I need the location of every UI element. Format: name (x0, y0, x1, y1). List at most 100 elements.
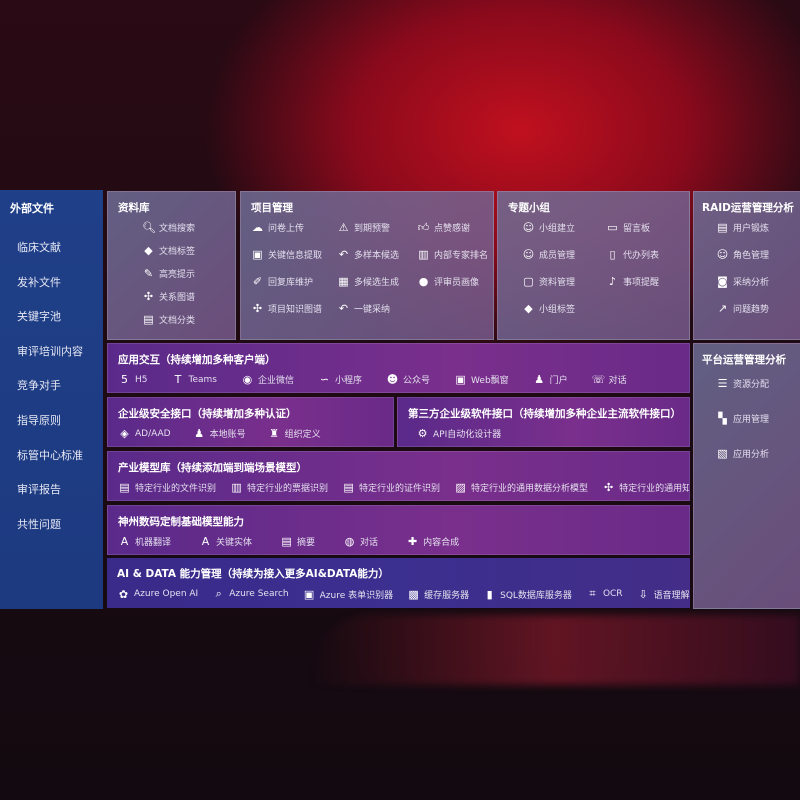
menu-item-interaction[interactable]: ☏ 对话 (592, 373, 627, 386)
menu-item-security[interactable]: ♟ 本地账号 (193, 427, 245, 440)
doc-search-icon: 🔍︎ (142, 221, 156, 234)
menu-item-interaction[interactable]: 5 H5 (118, 373, 148, 386)
menu-item-aidata[interactable]: ⌕ Azure Search (212, 587, 289, 601)
menu-item-industry[interactable]: ▤ 特定行业的证件识别 (342, 481, 440, 494)
menu-item-base[interactable]: ◍ 对话 (343, 535, 378, 548)
pen-icon: ✎ (143, 267, 154, 280)
menu-item-project[interactable]: ↶ 多样本候选 (337, 248, 417, 261)
sql-icon: ▮ (486, 587, 493, 601)
menu-item-group[interactable]: ▢ 资料管理 (522, 275, 606, 288)
menu-item-base[interactable]: ▤ 摘要 (280, 535, 315, 548)
menu-item-project[interactable]: ✐ 回复库维护 (251, 275, 337, 288)
item-label: 评审员画像 (434, 278, 480, 288)
sidebar-item[interactable]: 临床文献 (17, 241, 61, 254)
menu-item-raid[interactable]: ☺ 角色管理 (716, 248, 792, 261)
menu-item-raid[interactable]: ↗ 问题趋势 (716, 302, 792, 315)
menu-item-project[interactable]: ▣ 关键信息提取 (251, 248, 337, 261)
menu-item-project[interactable]: ⚠ 到期预警 (337, 221, 417, 234)
menu-item-industry[interactable]: ▥ 特定行业的票据识别 (230, 481, 328, 494)
bell-icon: ♪ (608, 275, 617, 288)
sidebar-item[interactable]: 关键字池 (17, 310, 61, 324)
menu-item-group[interactable]: ♪ 事项提醒 (606, 275, 686, 288)
item-label: Web飘窗 (471, 376, 509, 386)
menu-item-aidata[interactable]: ▮ SQL数据库服务器 (483, 588, 572, 601)
menu-item-interaction[interactable]: ♟ 门户 (533, 373, 567, 386)
menu-item-library[interactable]: ✎ 高亮提示 (142, 267, 225, 280)
item-label: 内容合成 (423, 538, 460, 548)
menu-item-aidata[interactable]: ✿ Azure Open AI (117, 588, 198, 601)
menu-item-aidata[interactable]: ▩ 缓存服务器 (407, 588, 469, 601)
menu-item-aidata[interactable]: ▣ Azure 表单识别器 (303, 587, 393, 601)
menu-item-interaction[interactable]: ◉ 企业微信 (241, 373, 294, 386)
org-icon: ♜ (269, 427, 280, 440)
form-icon: ▣ (303, 587, 315, 601)
item-label: 公众号 (403, 376, 431, 386)
menu-item-base[interactable]: A 机器翻译 (118, 535, 171, 548)
menu-item-group[interactable]: ◆ 小组标签 (522, 302, 606, 315)
menu-item-security[interactable]: ◈ AD/AAD (118, 427, 170, 440)
panel-platform: 平台运营管理分析 ☰ 资源分配 ▚ 应用管理 ▧ 应用分析 (693, 343, 800, 609)
sidebar-item[interactable]: 指导原则 (17, 413, 61, 427)
sidebar-item[interactable]: 发补文件 (17, 275, 61, 289)
sidebar-item[interactable]: 共性问题 (17, 517, 61, 531)
menu-item-aidata[interactable]: ⌗ OCR (586, 587, 622, 601)
menu-item-interaction[interactable]: ☻ 公众号 (386, 373, 430, 386)
ranking-icon: ▥ (418, 248, 429, 261)
menu-item-library[interactable]: ✣ 关系图谱 (142, 290, 225, 303)
item-label: 代办列表 (623, 251, 660, 261)
menu-item-project[interactable]: ▥ 内部专家排名 (417, 248, 493, 261)
menu-item-project[interactable]: ↶ 一键采纳 (337, 302, 417, 315)
menu-item-base[interactable]: A 关键实体 (199, 535, 252, 548)
item-label: 采纳分析 (733, 278, 770, 288)
tag-icon: ◆ (144, 244, 153, 257)
menu-item-group[interactable]: ▯ 代办列表 (606, 248, 686, 261)
sidebar-item[interactable]: 标管中心标准 (17, 448, 83, 462)
item-label: 资料管理 (539, 278, 576, 288)
item-label: 小程序 (335, 376, 363, 386)
panel-aidata: AI & DATA 能力管理（持续为接入更多AI&DATA能力） ✿ Azure … (107, 558, 690, 608)
menu-item-raid[interactable]: ◙ 采纳分析 (716, 275, 792, 288)
menu-item-aidata[interactable]: ⇩ 语音理解 (637, 588, 689, 601)
menu-item-project[interactable]: ✣ 项目知识图谱 (251, 302, 337, 315)
menu-item-library[interactable]: ◆ 文档标签 (142, 244, 225, 257)
user-icon: ● (418, 275, 429, 288)
menu-item-base[interactable]: ✚ 内容合成 (406, 535, 459, 548)
menu-item-project[interactable]: 👍︎ 点赞感谢 (417, 221, 493, 234)
item-label: 多样本候选 (354, 251, 400, 261)
search-doc-icon: ⌕ (215, 587, 222, 600)
panel-base: 神州数码定制基础模型能力 A 机器翻译 A 关键实体 ▤ 摘要 ◍ 对话 ✚ 内容合成 (107, 505, 690, 555)
menu-item-project[interactable]: ● 评审员画像 (417, 275, 493, 288)
menu-item-thirdparty[interactable]: ⚙ API自动化设计器 (416, 427, 502, 440)
panel-title: 资料库 (118, 202, 150, 214)
menu-item-interaction[interactable]: ∽ 小程序 (318, 373, 362, 386)
menu-item-project[interactable]: ▦ 多候选生成 (337, 275, 417, 288)
menu-item-security[interactable]: ♜ 组织定义 (268, 427, 320, 440)
menu-item-industry[interactable]: ▤ 特定行业的文件识别 (118, 481, 216, 494)
menu-item-group[interactable]: ☺ 成员管理 (522, 248, 606, 261)
menu-item-industry[interactable]: ▨ 特定行业的通用数据分析模型 (454, 481, 588, 494)
menu-item-industry[interactable]: ✣ 特定行业的通用知识图谱模型 (602, 481, 689, 494)
menu-item-library[interactable]: 🔍︎ 文档搜索 (142, 221, 225, 234)
menu-item-project[interactable]: ☁ 问卷上传 (251, 221, 337, 234)
menu-item-platform[interactable]: ▧ 应用分析 (716, 447, 792, 460)
panel-title: 产业模型库（持续添加端到端场景模型） (118, 462, 307, 474)
ocr-icon: ⌗ (589, 587, 596, 600)
floor-reflection (310, 615, 800, 685)
menu-item-group[interactable]: ☺ 小组建立 (522, 221, 606, 234)
panel-raid: RAID运营管理分析 ▤ 用户锻炼 ☺ 角色管理 ◙ 采纳分析 ↗ 问题趋势 (693, 191, 800, 340)
sidebar-item[interactable]: 审评报告 (17, 483, 61, 497)
miniprogram-icon: ∽ (319, 373, 330, 386)
menu-item-interaction[interactable]: T Teams (172, 373, 217, 386)
menu-item-platform[interactable]: ☰ 资源分配 (716, 377, 792, 390)
item-label: 对话 (608, 376, 627, 386)
menu-item-raid[interactable]: ▤ 用户锻炼 (716, 221, 792, 234)
menu-item-library[interactable]: ▤ 文档分类 (142, 313, 225, 326)
menu-item-interaction[interactable]: ▣ Web飘窗 (454, 373, 509, 386)
sidebar-item[interactable]: 审评培训内容 (17, 344, 83, 358)
panel-title: AI & DATA 能力管理（持续为接入更多AI&DATA能力） (117, 568, 389, 580)
cache-icon: ▩ (408, 587, 419, 601)
menu-item-group[interactable]: ▭ 留言板 (606, 221, 686, 234)
sidebar-item[interactable]: 竞争对手 (17, 379, 61, 393)
menu-item-platform[interactable]: ▚ 应用管理 (716, 412, 792, 425)
doc-icon: ▤ (119, 481, 130, 494)
